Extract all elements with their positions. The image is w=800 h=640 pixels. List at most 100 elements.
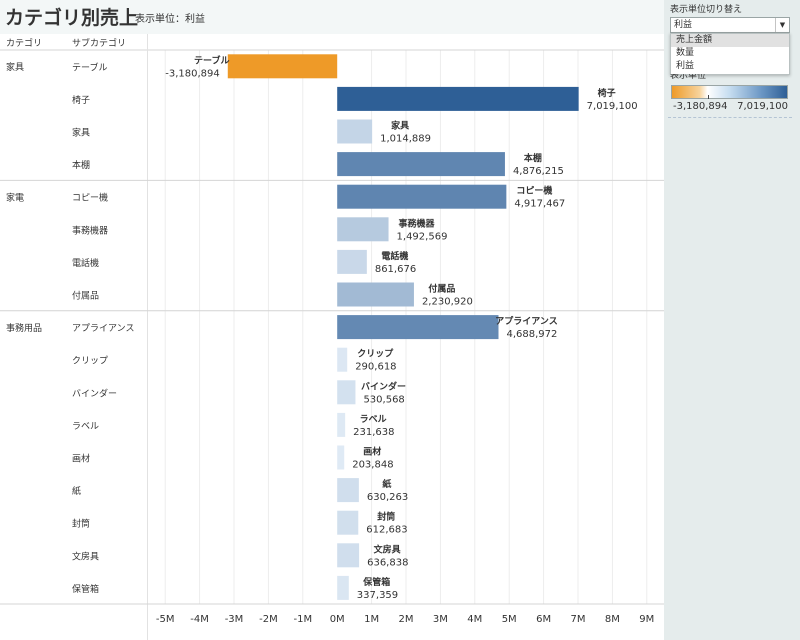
x-tick-label: 5M [502,614,517,625]
subcategory-label: 紙 [72,485,81,497]
column-header-subcategory: サブカテゴリ [72,37,126,49]
chevron-down-icon[interactable]: ▼ [775,18,789,32]
subcategory-label: 家具 [72,127,90,139]
bar-value-label: 231,638 [353,427,394,438]
subcategory-label: 電話機 [72,257,99,269]
bar-name-label: 椅子 [598,87,616,99]
bar-name-label: テーブル [194,54,229,66]
bar-name-label: 付属品 [428,283,455,295]
bar[interactable] [337,86,579,111]
x-tick-label: -5M [156,614,175,625]
subcategory-label: コピー機 [72,192,108,204]
subcategory-label: 椅子 [72,94,90,106]
bar-value-label: 1,492,569 [397,231,448,242]
bar-name-label: 保管箱 [362,576,390,588]
bar[interactable] [227,54,338,79]
subcategory-label: バインダー [72,387,117,399]
dropdown-option[interactable]: 売上金額 [671,34,789,47]
bar-value-label: 203,848 [352,460,393,471]
bar[interactable] [337,152,505,177]
x-tick-label: 6M [536,614,551,625]
bar-value-label: 1,014,889 [380,134,431,145]
bar[interactable] [337,543,360,568]
bar-name-label: バインダー [361,380,406,392]
subcategory-label: アプライアンス [72,323,134,334]
bar[interactable] [337,347,348,372]
subcategory-label: クリップ [72,356,108,367]
subcategory-label: 本棚 [72,159,90,171]
bar-value-label: 530,568 [363,394,404,405]
color-legend-bar [671,85,788,99]
bar[interactable] [337,380,356,405]
bar[interactable] [337,478,359,503]
x-tick-label: 8M [605,614,620,625]
page-subtitle: 表示単位：利益 [135,14,205,25]
bar[interactable] [337,510,359,535]
bar-name-label: 電話機 [381,250,408,262]
subcategory-label: 画材 [72,453,90,465]
bar-value-label: 636,838 [367,557,408,568]
category-label: 家電 [6,191,24,203]
dropdown-value: 利益 [674,20,693,30]
bar[interactable] [337,282,414,307]
bar[interactable] [337,119,373,144]
dropdown-option[interactable]: 数量 [676,48,695,58]
dropdown-option[interactable]: 利益 [676,61,695,71]
bar[interactable] [337,315,499,340]
bar-value-label: 630,263 [367,492,408,503]
dropdown-menu: 売上金額 数量利益 [670,33,790,75]
side-panel: 表示単位切り替え [664,0,800,640]
bar-name-label: 家具 [391,120,409,132]
bar-value-label: 290,618 [355,362,396,373]
x-tick-label: 3M [433,614,448,625]
column-header-category: カテゴリ [6,37,42,49]
bar-value-label: 4,688,972 [507,329,558,340]
bar-name-label: 封筒 [377,511,395,523]
category-label: 家具 [6,61,24,73]
bar[interactable] [337,412,346,437]
x-tick-label: -2M [259,614,278,625]
x-tick-label: 7M [571,614,586,625]
bar-value-label: 2,230,920 [422,297,473,308]
x-tick-label: 1M [364,614,379,625]
bar-name-label: 画材 [363,446,381,458]
legend-min-label: -3,180,894 [673,101,728,112]
subcategory-label: テーブル [72,61,107,73]
unit-dropdown[interactable]: 利益 ▼ [670,17,790,33]
bar-value-label: 7,019,100 [587,101,638,112]
bar-name-label: ラベル [360,414,387,425]
bar-value-label: 4,876,215 [513,166,564,177]
x-tick-label: -1M [293,614,312,625]
category-label: 事務用品 [6,322,42,334]
filter-title: 表示単位切り替え [670,5,743,15]
x-tick-label: 4M [467,614,482,625]
legend-divider [668,117,792,118]
subcategory-label: 文房具 [72,550,99,562]
subcategory-label: 保管箱 [72,583,99,595]
bar-name-label: 事務機器 [399,217,436,229]
bar-name-label: コピー機 [516,185,552,197]
legend-zero-marker [708,95,709,99]
bar[interactable] [337,217,389,242]
x-tick-label: 0M [330,614,345,625]
x-tick-label: 9M [639,614,654,625]
bar-value-label: -3,180,894 [165,68,220,79]
bar-value-label: 612,683 [366,525,407,536]
bar-name-label: 文房具 [373,543,401,555]
bar-value-label: 4,917,467 [514,199,565,210]
bar-value-label: 337,359 [357,590,398,601]
x-tick-label: -3M [225,614,244,625]
bar[interactable] [337,184,507,209]
bar-value-label: 861,676 [375,264,416,275]
page-title: カテゴリ別売上 [5,7,139,29]
legend-max-label: 7,019,100 [737,101,788,112]
x-tick-label: -4M [190,614,209,625]
bar[interactable] [337,445,345,470]
subcategory-label: 事務機器 [72,224,108,236]
x-tick-label: 2M [399,614,414,625]
bar[interactable] [337,575,349,600]
bar[interactable] [337,249,367,274]
bar-name-label: クリップ [357,348,394,360]
